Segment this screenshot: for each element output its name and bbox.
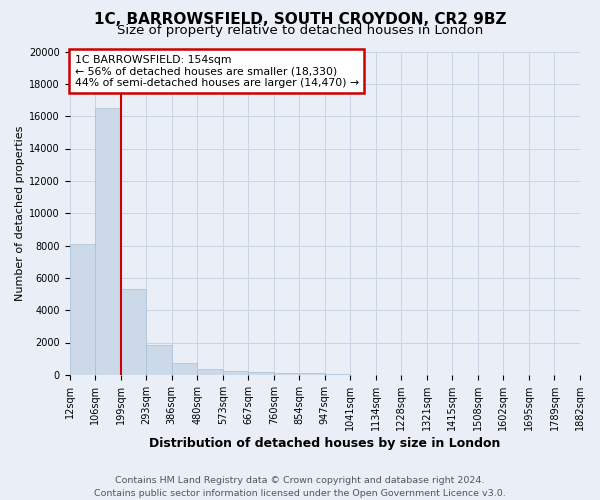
Bar [223, 372, 248, 375]
Text: 1C, BARROWSFIELD, SOUTH CROYDON, CR2 9BZ: 1C, BARROWSFIELD, SOUTH CROYDON, CR2 9BZ [94, 12, 506, 28]
Y-axis label: Number of detached properties: Number of detached properties [15, 126, 25, 301]
Text: 1C BARROWSFIELD: 154sqm
← 56% of detached houses are smaller (18,330)
44% of sem: 1C BARROWSFIELD: 154sqm ← 56% of detache… [75, 54, 359, 88]
Bar [172, 362, 197, 375]
Text: Size of property relative to detached houses in London: Size of property relative to detached ho… [117, 24, 483, 37]
Bar [197, 368, 223, 375]
Bar [70, 244, 95, 375]
Bar [274, 373, 299, 375]
Bar [299, 373, 325, 375]
Text: Contains HM Land Registry data © Crown copyright and database right 2024.
Contai: Contains HM Land Registry data © Crown c… [94, 476, 506, 498]
Bar [248, 372, 274, 375]
X-axis label: Distribution of detached houses by size in London: Distribution of detached houses by size … [149, 437, 500, 450]
Bar [95, 108, 121, 375]
Bar [121, 289, 146, 375]
Bar [146, 346, 172, 375]
